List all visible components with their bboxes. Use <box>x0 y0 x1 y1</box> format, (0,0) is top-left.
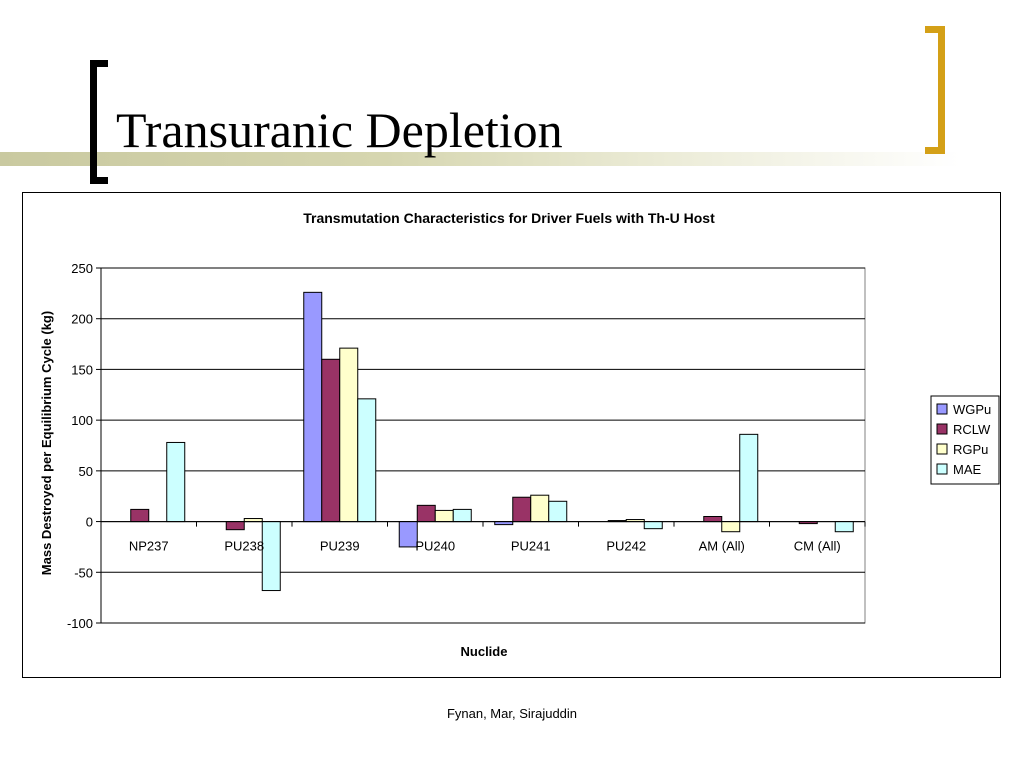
bar-rclw-pu240 <box>416 504 436 523</box>
chart-frame: Transmutation Characteristics for Driver… <box>22 192 1001 678</box>
decorative-stripe <box>0 152 960 166</box>
y-tick-label: 50 <box>79 464 93 479</box>
bar-chart: Transmutation Characteristics for Driver… <box>39 210 1000 659</box>
chart-title: Transmutation Characteristics for Driver… <box>303 210 715 226</box>
y-tick-label: 100 <box>71 413 93 428</box>
x-tick-label: PU240 <box>415 539 455 554</box>
y-tick-label: 0 <box>86 515 93 530</box>
legend-swatch-wgpu <box>936 403 948 415</box>
bar-mae-pu239 <box>357 398 377 523</box>
legend-swatch-rclw <box>936 423 948 435</box>
x-tick-label: PU241 <box>511 539 551 554</box>
plot-area <box>100 267 866 624</box>
y-tick-label: 200 <box>71 312 93 327</box>
bar-mae-pu242 <box>643 521 663 530</box>
y-tick-label: 150 <box>71 362 93 377</box>
bar-mae-pu240 <box>452 508 472 523</box>
x-axis-label: Nuclide <box>461 644 508 659</box>
bar-mae-cm-all- <box>834 521 854 533</box>
bar-wgpu-pu239 <box>303 291 323 523</box>
x-tick-label: PU238 <box>224 539 264 554</box>
y-tick-label: -100 <box>67 616 93 631</box>
x-tick-label: NP237 <box>129 539 169 554</box>
y-tick-label: -50 <box>74 565 93 580</box>
x-tick-label: PU242 <box>606 539 646 554</box>
bar-rgpu-am-all- <box>721 521 741 533</box>
legend-label-wgpu: WGPu <box>953 402 991 417</box>
bar-rclw-pu238 <box>225 521 245 531</box>
bar-rclw-pu241 <box>512 496 532 523</box>
legend-label-rgpu: RGPu <box>953 442 988 457</box>
slide-title: Transuranic Depletion <box>116 102 563 158</box>
bar-rgpu-pu241 <box>530 494 550 523</box>
x-tick-label: PU239 <box>320 539 360 554</box>
legend-swatch-mae <box>936 463 948 475</box>
legend-label-mae: MAE <box>953 462 982 477</box>
bar-rgpu-pu239 <box>339 347 359 523</box>
bar-rclw-pu239 <box>321 358 341 523</box>
right-bracket-decoration <box>925 26 945 154</box>
bar-mae-pu241 <box>548 500 568 523</box>
bar-rgpu-pu240 <box>434 509 454 523</box>
y-tick-label: 250 <box>71 261 93 276</box>
legend-swatch-rgpu <box>936 443 948 455</box>
x-tick-label: AM (All) <box>699 539 745 554</box>
y-axis-label: Mass Destroyed per Equilibrium Cycle (kg… <box>39 311 54 575</box>
left-bracket-decoration <box>90 60 108 184</box>
legend-label-rclw: RCLW <box>953 422 991 437</box>
bar-mae-np237 <box>166 441 186 523</box>
bar-mae-am-all- <box>739 433 759 523</box>
x-tick-label: CM (All) <box>794 539 841 554</box>
slide-footer: Fynan, Mar, Sirajuddin <box>446 706 578 721</box>
bar-rclw-np237 <box>130 508 150 523</box>
bar-mae-pu238 <box>261 521 281 592</box>
bar-rclw-am-all- <box>703 516 723 523</box>
